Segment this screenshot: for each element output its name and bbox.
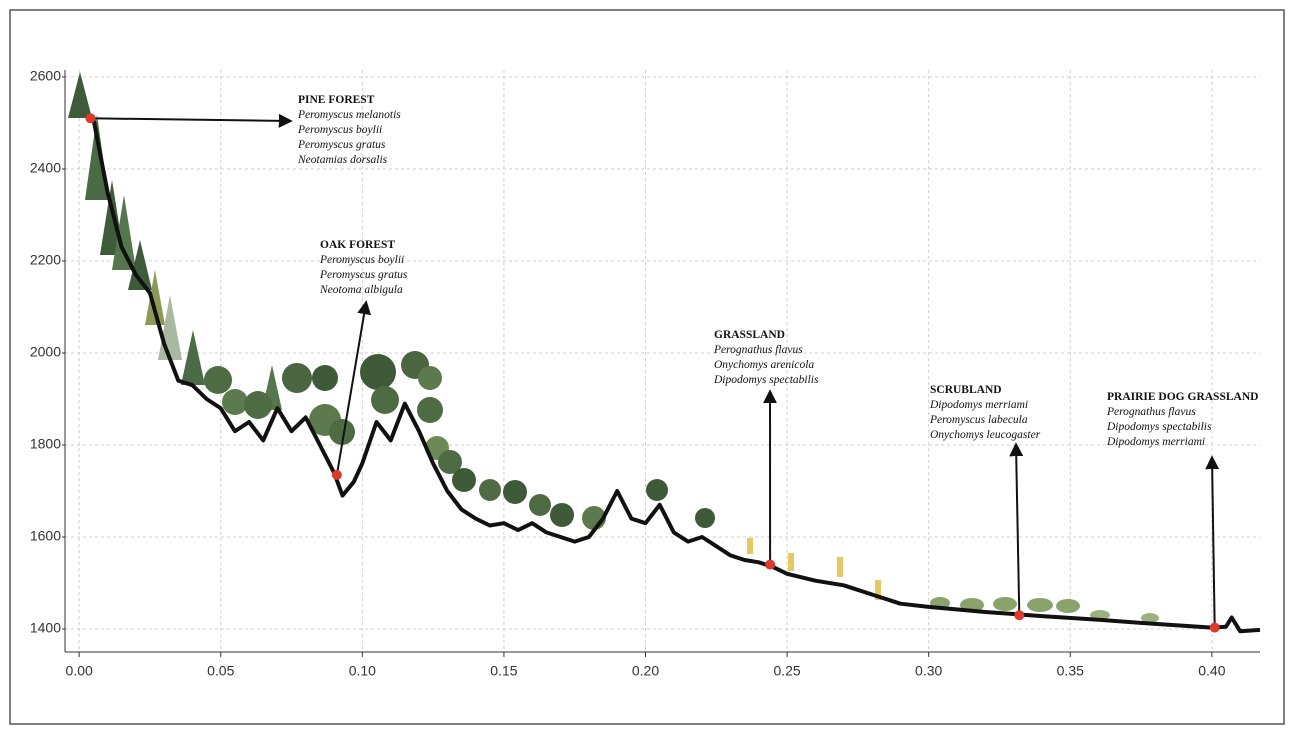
oak-tree — [312, 365, 338, 391]
oak-tree — [282, 363, 312, 393]
oak-tree — [438, 450, 462, 474]
annotation-species: Peromyscus labecula — [929, 414, 1028, 426]
annotation-arrow — [1205, 455, 1220, 628]
sample-point — [1014, 610, 1025, 621]
annotation-species: Peromyscus boylii — [319, 254, 404, 266]
x-tick-label: 0.35 — [1057, 663, 1084, 679]
annotation-species: Peromyscus boylii — [297, 124, 382, 136]
annotation-species: Perognathus flavus — [713, 344, 803, 356]
oak-tree — [479, 479, 501, 501]
oak-tree — [329, 419, 355, 445]
x-tick-label: 0.10 — [349, 663, 376, 679]
x-tick-label: 0.20 — [632, 663, 659, 679]
annotation-species: Peromyscus gratus — [319, 269, 408, 281]
sample-point — [1209, 622, 1220, 633]
annotation-species: Onychomys arenicola — [714, 359, 814, 371]
annotation-species: Dipodomys spectabilis — [713, 374, 819, 386]
x-tick-label: 0.30 — [915, 663, 942, 679]
y-tick-label: 2600 — [30, 68, 61, 84]
grass-tuft — [875, 580, 881, 600]
oak-tree — [695, 508, 715, 528]
y-tick-label: 2200 — [30, 252, 61, 268]
sample-point — [85, 113, 96, 124]
annotation-species: Dipodomys spectabilis — [1106, 421, 1212, 433]
x-tick-label: 0.00 — [66, 663, 93, 679]
shrub — [1027, 598, 1053, 612]
y-tick-label: 1400 — [30, 620, 61, 636]
x-tick-label: 0.05 — [207, 663, 234, 679]
pine-tree — [145, 270, 165, 325]
oak-tree — [646, 479, 668, 501]
annotation-species: Perognathus flavus — [1106, 406, 1196, 418]
annotation-species: Dipodomys merriami — [1106, 436, 1205, 448]
oak-tree — [371, 386, 399, 414]
y-tick-label: 2400 — [30, 160, 61, 176]
shrub — [1056, 599, 1080, 613]
annotation-arrow — [1009, 442, 1024, 616]
annotation-species: Neotamias dorsalis — [297, 154, 388, 166]
annotation-species: Onychomys leucogaster — [930, 429, 1041, 441]
oak-tree — [529, 494, 551, 516]
grass-tuft — [747, 538, 753, 554]
elevation-line — [91, 117, 1261, 634]
y-tick-label: 1600 — [30, 528, 61, 544]
shrub — [1141, 613, 1159, 623]
x-tick-label: 0.15 — [490, 663, 517, 679]
grid — [65, 70, 1260, 652]
grass-tuft — [837, 557, 843, 577]
pine-tree — [68, 72, 92, 118]
annotation-title: PINE FOREST — [298, 94, 375, 106]
oak-tree — [244, 391, 272, 419]
sample-point — [765, 559, 776, 570]
oak-tree — [360, 354, 396, 390]
oak-tree — [503, 480, 527, 504]
shrub — [993, 597, 1017, 611]
y-tick-label: 1800 — [30, 436, 61, 452]
y-tick-label: 2000 — [30, 344, 61, 360]
oak-tree — [418, 366, 442, 390]
sample-point — [331, 469, 342, 480]
annotation-title: PRAIRIE DOG GRASSLAND — [1107, 391, 1258, 403]
annotation-arrow — [335, 300, 372, 476]
oak-tree — [452, 468, 476, 492]
oak-tree — [204, 366, 232, 394]
annotation-title: SCRUBLAND — [930, 384, 1002, 396]
annotation-species: Dipodomys merriami — [929, 399, 1028, 411]
oak-tree — [417, 397, 443, 423]
grass-tuft — [788, 553, 794, 571]
oak-tree — [222, 389, 248, 415]
annotation-species: Peromyscus gratus — [297, 139, 386, 151]
pine-tree — [112, 195, 136, 270]
shrub — [1090, 610, 1110, 620]
annotation-arrow — [90, 113, 293, 128]
annotation-species: Neotoma albigula — [319, 284, 403, 296]
vegetation — [68, 72, 1159, 623]
pine-tree — [128, 240, 152, 290]
pine-tree — [181, 330, 205, 385]
x-tick-label: 0.40 — [1198, 663, 1225, 679]
x-tick-label: 0.25 — [773, 663, 800, 679]
oak-tree — [550, 503, 574, 527]
annotation-title: GRASSLAND — [714, 329, 785, 341]
annotation-title: OAK FOREST — [320, 239, 395, 251]
annotation-species: Peromyscus melanotis — [297, 109, 401, 121]
